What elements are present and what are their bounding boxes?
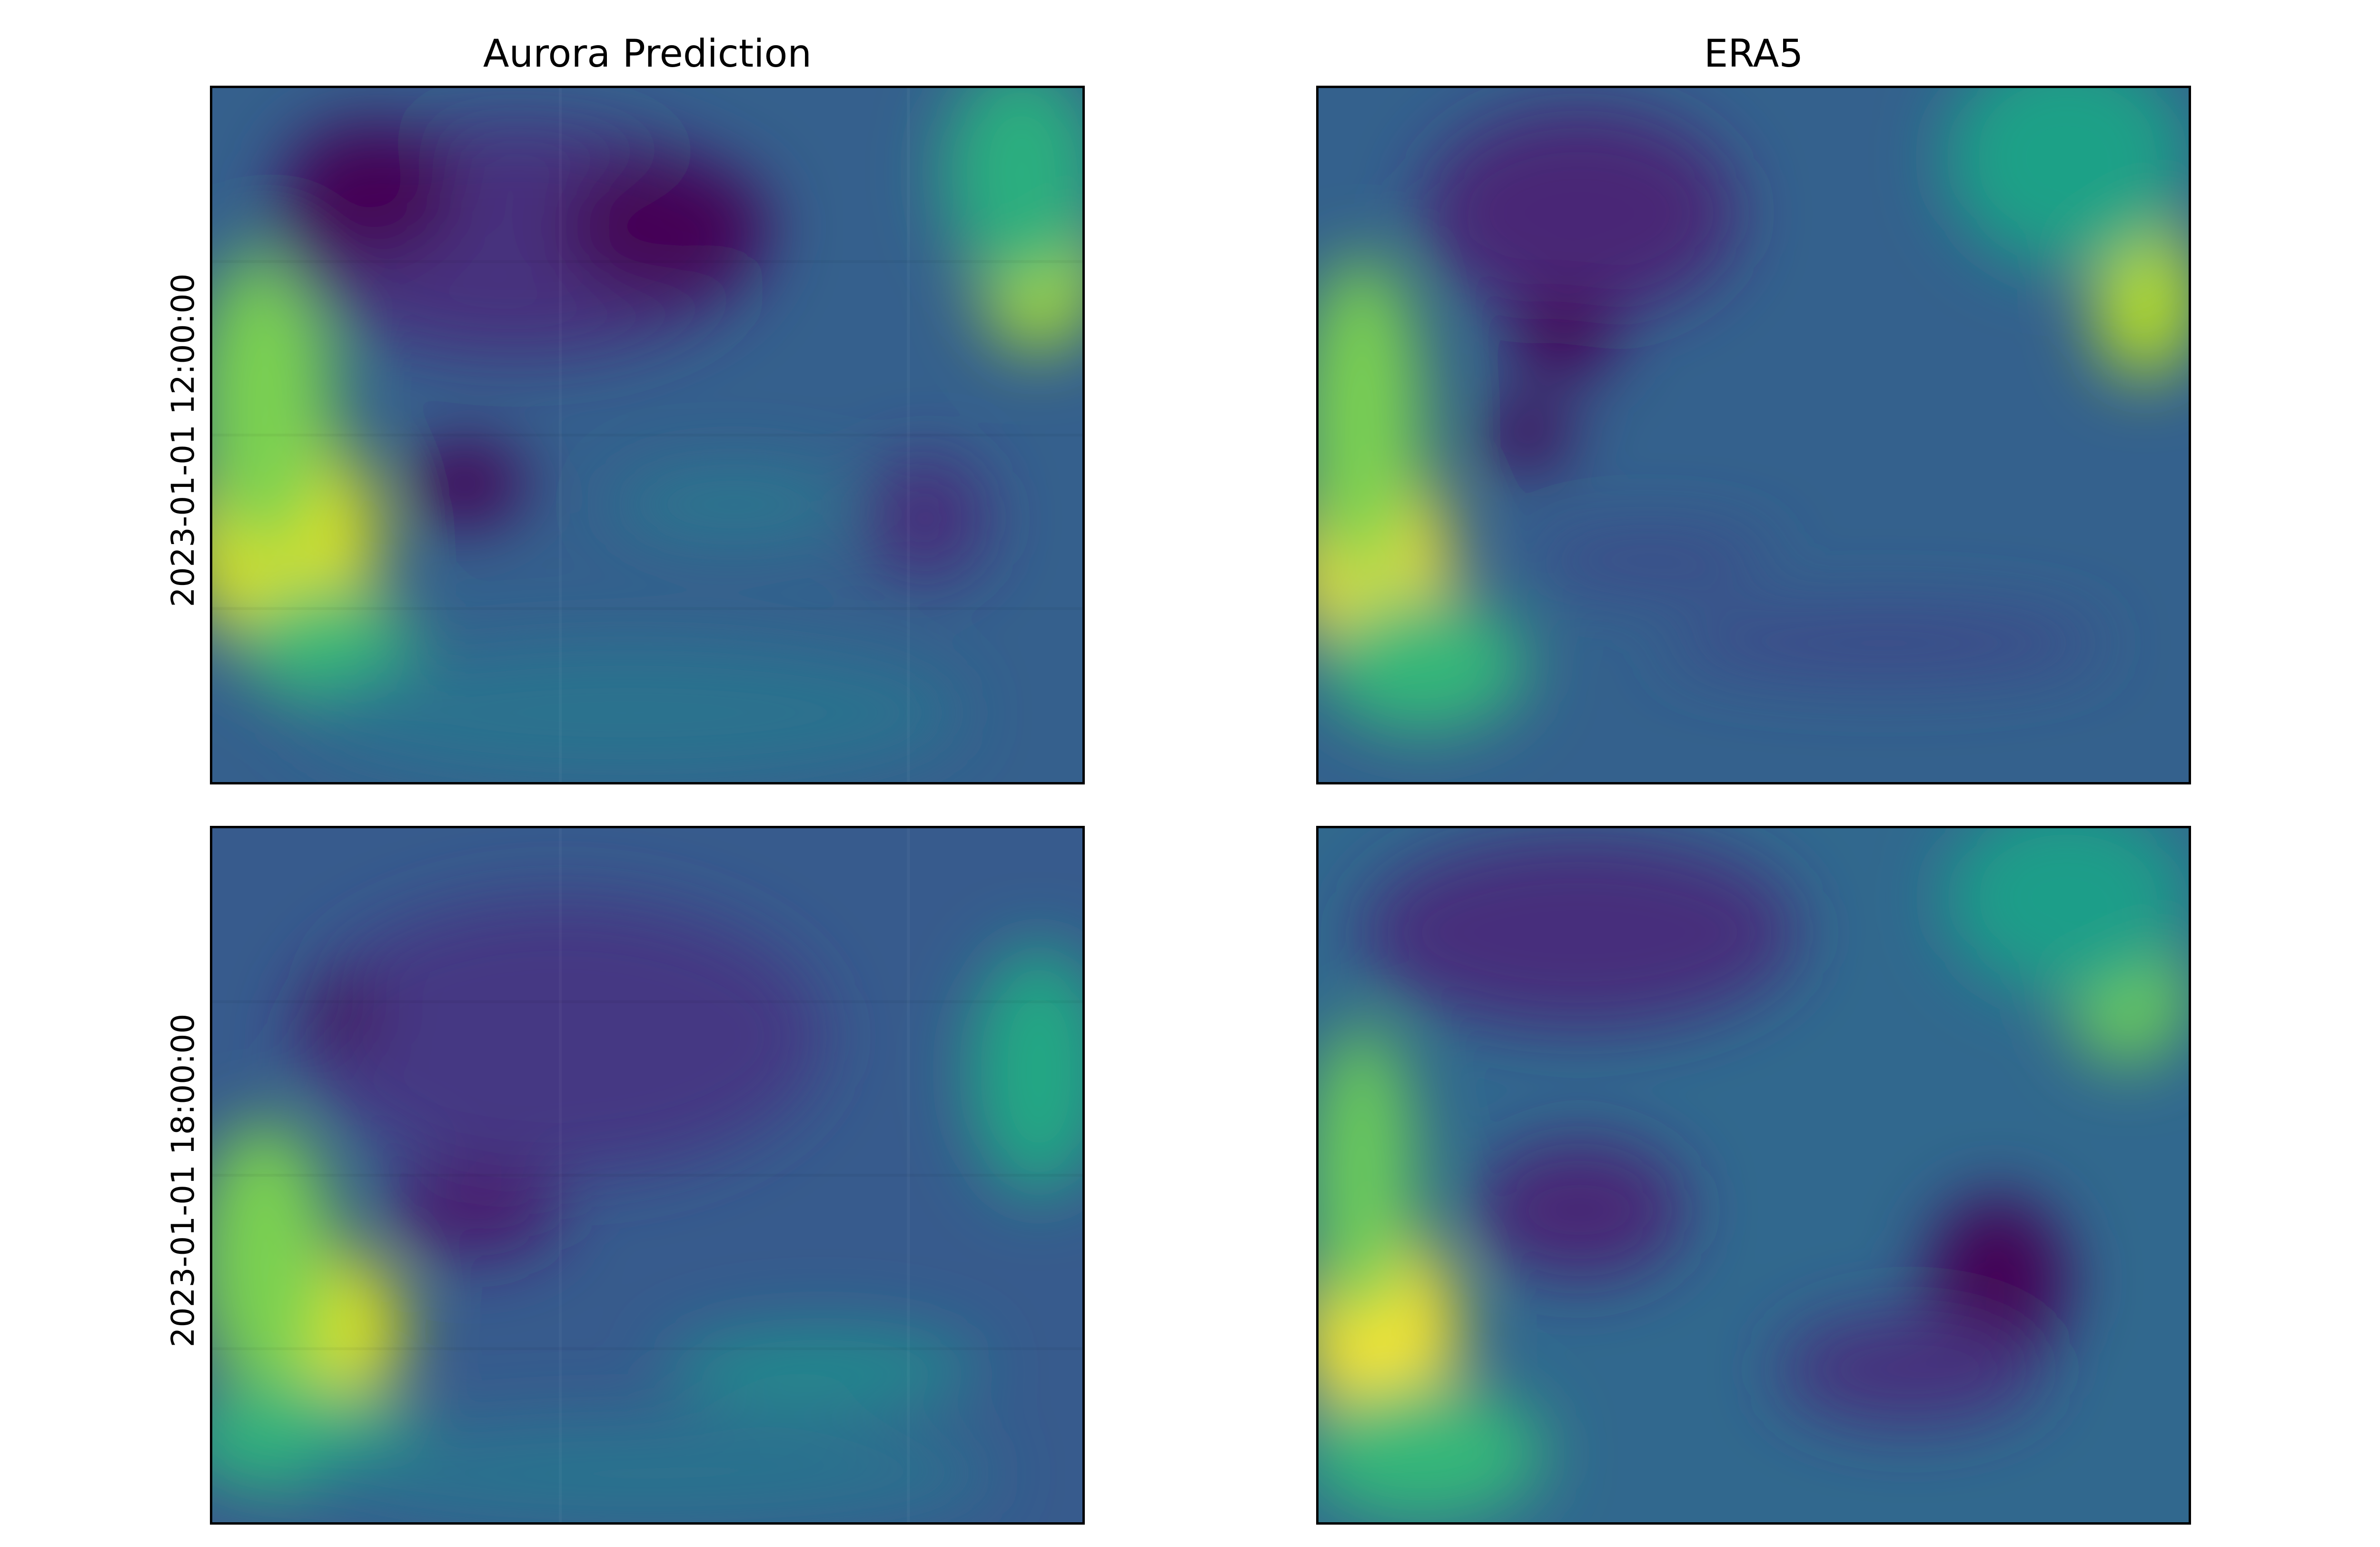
heatmap-field-region: [212, 1120, 334, 1398]
panel-era5-1200: [1316, 86, 2191, 784]
heatmap-field-region: [1319, 1383, 1545, 1522]
panel-aurora-prediction-1200: [210, 86, 1085, 784]
heatmap-field-region: [560, 157, 769, 297]
heatmap-field-region: [1945, 88, 2189, 269]
heatmap-field-region: [299, 897, 822, 1175]
heatmap-field-region: [1362, 835, 1797, 1030]
heatmap-field-region: [1666, 608, 2102, 678]
heatmap-field-region: [1475, 1140, 1684, 1279]
heatmap-field-region: [612, 469, 856, 539]
heatmap-field-region: [664, 1328, 978, 1411]
heatmap-image: [1319, 88, 2189, 782]
heatmap-image: [212, 88, 1082, 782]
heatmap-field-region: [1945, 828, 2189, 995]
patch-seams: [212, 88, 1082, 782]
column-title-era5: ERA5: [1704, 31, 1804, 76]
heatmap-field-region: [1510, 296, 1615, 380]
row-label-1200: 2023-01-01 12:00:00: [165, 273, 201, 607]
heatmap-field-region: [1779, 1314, 2041, 1425]
heatmap-field-region: [212, 248, 334, 553]
heatmap-field-region: [865, 456, 987, 581]
row-label-1800: 2023-01-01 18:00:00: [165, 1013, 201, 1348]
heatmap-field-region: [308, 981, 378, 1051]
heatmap-field-region: [943, 88, 1082, 283]
heatmap-field-region: [969, 946, 1082, 1196]
heatmap-field-region: [282, 122, 456, 262]
panel-aurora-prediction-1800: [210, 826, 1085, 1525]
heatmap-field-region: [1484, 400, 1571, 470]
heatmap-field-region: [386, 1161, 561, 1259]
column-title-aurora-prediction: Aurora Prediction: [483, 31, 812, 76]
heatmap-field-region: [404, 442, 526, 526]
heatmap-field-region: [299, 1418, 995, 1522]
heatmap-field-region: [1319, 255, 1423, 588]
heatmap-field-region: [299, 643, 961, 782]
heatmap-image: [212, 828, 1082, 1522]
heatmap-field-region: [1527, 532, 1771, 588]
heatmap-field-region: [1319, 1022, 1415, 1328]
heatmap-field-region: [1319, 595, 1527, 734]
patch-seams: [212, 828, 1082, 1522]
heatmap-image: [1319, 828, 2189, 1522]
heatmap-field-region: [1423, 109, 1736, 317]
panel-era5-1800: [1316, 826, 2191, 1525]
